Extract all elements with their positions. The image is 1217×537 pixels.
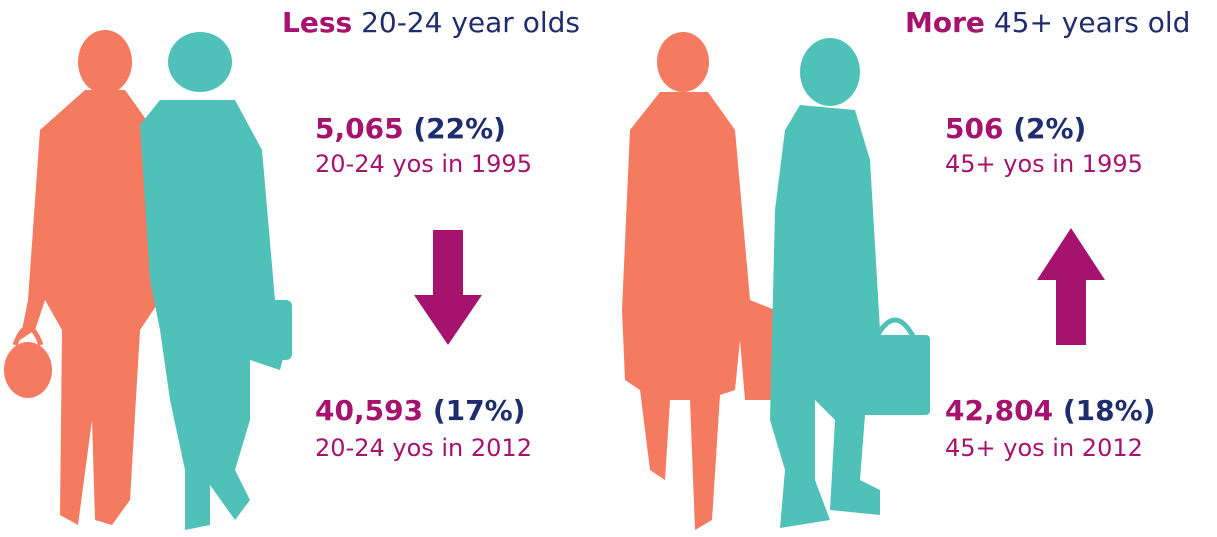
- silhouette-older-man: [770, 38, 930, 528]
- heading-emphasis: Less: [282, 6, 353, 39]
- arrow-down: [414, 230, 482, 345]
- heading-text: 45+ years old: [993, 6, 1191, 39]
- heading: More 45+ years old: [905, 6, 1190, 39]
- heading-text: 20-24 year olds: [361, 6, 580, 39]
- silhouette-young-woman: [4, 30, 160, 525]
- stat-number: 506: [945, 112, 1004, 145]
- heading-emphasis: More: [905, 6, 985, 39]
- heading: Less 20-24 year olds: [282, 6, 580, 39]
- stat-percent: (17%): [432, 394, 526, 427]
- stat: 506 (2%): [945, 112, 1086, 145]
- silhouette-older-woman: [622, 32, 775, 530]
- stat: 5,065 (22%): [315, 112, 506, 145]
- stat-number: 42,804: [945, 394, 1054, 427]
- stat-caption: 20-24 yos in 1995: [315, 150, 532, 178]
- stat-number: 40,593: [315, 394, 424, 427]
- stat-caption: 45+ yos in 2012: [945, 434, 1143, 462]
- stat-percent: (18%): [1062, 394, 1156, 427]
- stat-caption: 20-24 yos in 2012: [315, 434, 532, 462]
- stat-number: 5,065: [315, 112, 404, 145]
- stat-percent: (22%): [413, 112, 506, 145]
- stat: 40,593 (17%): [315, 394, 525, 427]
- stat: 42,804 (18%): [945, 394, 1155, 427]
- arrow-up: [1037, 228, 1105, 345]
- stat-caption: 45+ yos in 1995: [945, 150, 1143, 178]
- stat-percent: (2%): [1013, 112, 1087, 145]
- silhouette-young-woman-2: [140, 32, 292, 530]
